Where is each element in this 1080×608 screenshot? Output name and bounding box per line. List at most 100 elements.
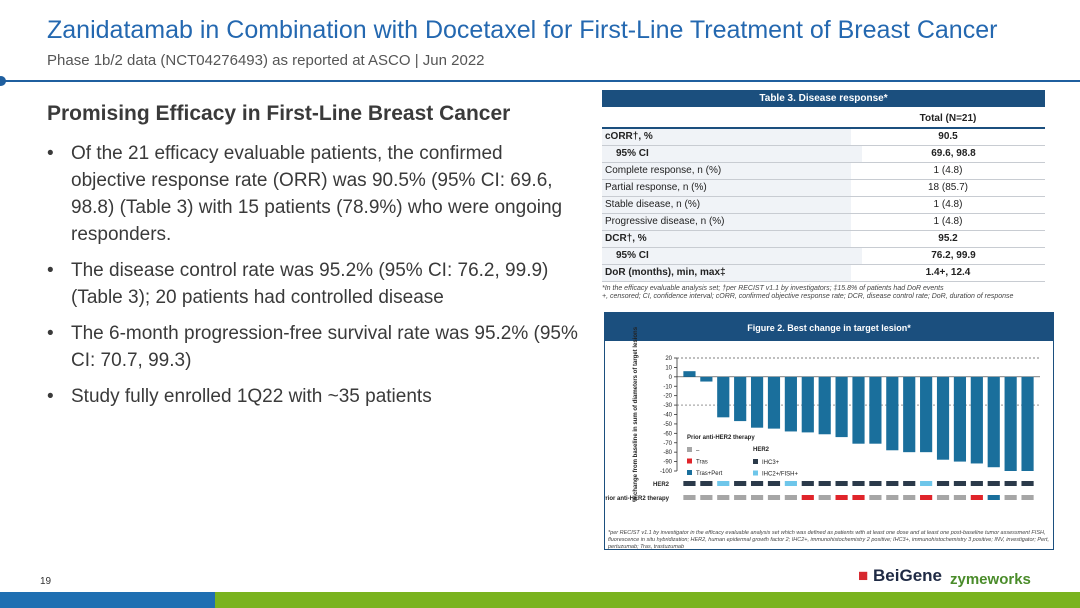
y-tick-label: -80	[663, 450, 672, 456]
row-marker	[835, 495, 848, 500]
cell: 1 (4.8)	[933, 199, 963, 210]
y-tick-label: -60	[663, 431, 672, 437]
footer-bar	[0, 592, 215, 608]
bar	[953, 376, 967, 462]
y-tick-label: 10	[665, 365, 672, 371]
legend-label: –	[696, 448, 700, 454]
row-marker	[734, 495, 747, 500]
column-header: Total (N=21)	[919, 113, 977, 124]
row-label: DoR (months), min, max‡	[602, 265, 851, 281]
row-marker	[1021, 481, 1034, 486]
table-row: DCR†, % 95.2	[602, 231, 1045, 248]
y-tick-label: 0	[669, 375, 673, 381]
y-tick-label: -10	[663, 384, 672, 390]
chart: Figure 2. Best change in target lesion*%…	[601, 313, 1053, 502]
footnote: *In the efficacy evaluable analysis set;…	[602, 285, 944, 292]
legend-swatch	[687, 458, 692, 464]
table: Table 3. Disease response* Total (N=21) …	[602, 90, 1045, 301]
bullet: The disease control rate was 95.2% (95% …	[47, 257, 582, 311]
row-marker	[953, 495, 967, 500]
legend-swatch	[753, 470, 758, 476]
cell: 1 (4.8)	[933, 216, 963, 227]
row-marker	[886, 495, 899, 500]
table-row: cORR†, % 90.5	[602, 129, 1045, 146]
cell: 1.4+, 12.4	[925, 267, 971, 278]
footer-bar	[215, 592, 1080, 608]
row-marker	[700, 481, 713, 486]
row-marker	[886, 481, 899, 486]
bar	[936, 376, 950, 460]
y-tick-label: -40	[663, 413, 672, 419]
row-label: 95% CI	[602, 146, 862, 162]
logo: ■ BeiGene	[858, 566, 942, 585]
row-marker	[852, 481, 865, 486]
bar	[784, 376, 797, 432]
y-tick-label: -50	[663, 422, 672, 428]
cell: 76.2, 99.9	[931, 250, 976, 261]
table-title: Table 3. Disease response*	[602, 90, 1045, 107]
row-marker	[920, 495, 933, 500]
bar	[700, 376, 713, 382]
y-tick-label: 20	[665, 356, 672, 362]
row-marker	[869, 481, 882, 486]
figure-note: *per RECIST v1.1 by investigator in the …	[608, 530, 1049, 550]
bar	[767, 376, 781, 429]
table-body: cORR†, % 90.5 95% CI 69.6, 98.8 Complete res…	[602, 129, 1045, 282]
row-marker	[734, 481, 747, 486]
row-marker	[953, 481, 967, 486]
row-marker	[987, 495, 1000, 500]
row-marker	[717, 481, 730, 486]
bar	[1021, 376, 1034, 471]
cell: 95.2	[938, 233, 958, 244]
bar	[886, 376, 899, 451]
y-tick-label: -100	[660, 469, 673, 475]
table-row: 95% CI 76.2, 99.9	[602, 248, 1045, 265]
row-marker	[869, 495, 882, 500]
y-axis-label: % change from baseline in sum of diamete…	[633, 326, 639, 502]
row-marker	[1021, 495, 1034, 500]
bullet: Of the 21 efficacy evaluable patients, t…	[47, 140, 582, 248]
legend-label: Tras+Pert	[696, 471, 723, 477]
y-tick-label: -70	[663, 441, 672, 447]
row-label: Prior anti-HER2 therapy	[605, 496, 670, 502]
table-row: DoR (months), min, max‡ 1.4+, 12.4	[602, 265, 1045, 282]
row-marker	[750, 481, 764, 486]
row-marker	[818, 481, 831, 486]
row-marker	[903, 495, 916, 500]
row-marker	[767, 481, 781, 486]
y-tick-label: -90	[663, 460, 672, 466]
row-label: Partial response, n (%)	[602, 180, 851, 196]
row-marker	[767, 495, 781, 500]
bar	[835, 376, 848, 438]
row-marker	[801, 495, 814, 500]
bar	[801, 376, 814, 433]
row-marker	[920, 481, 933, 486]
legend-swatch	[687, 447, 692, 452]
bar	[717, 376, 730, 418]
row-label: Complete response, n (%)	[602, 163, 851, 179]
table-row: 95% CI 69.6, 98.8	[602, 146, 1045, 163]
section-heading: Promising Efficacy in First-Line Breast …	[47, 102, 511, 125]
row-marker	[1004, 495, 1017, 500]
table-row: Partial response, n (%) 18 (85.7)	[602, 180, 1045, 197]
bar	[869, 376, 882, 444]
cell: 90.5	[938, 131, 958, 142]
legend-label: IHC2+/FISH+	[762, 472, 799, 478]
row-marker	[835, 481, 848, 486]
table-row: Complete response, n (%) 1 (4.8)	[602, 163, 1045, 180]
bar	[734, 376, 747, 422]
legend-swatch	[753, 459, 758, 464]
row-marker	[750, 495, 764, 500]
slide-title: Zanidatamab in Combination with Docetaxe…	[47, 16, 998, 44]
row-marker	[852, 495, 865, 500]
figure: Figure 2. Best change in target lesion*%…	[601, 312, 1054, 550]
title-bar	[605, 313, 1053, 341]
row-marker	[801, 481, 814, 486]
rule-dot	[0, 76, 6, 86]
bar	[970, 376, 983, 464]
logo: zymeworks	[950, 571, 1031, 588]
legend-title: HER2	[753, 447, 770, 453]
cell: 1 (4.8)	[933, 165, 963, 176]
legend-label: IHC3+	[762, 460, 780, 466]
row-marker	[683, 495, 696, 500]
